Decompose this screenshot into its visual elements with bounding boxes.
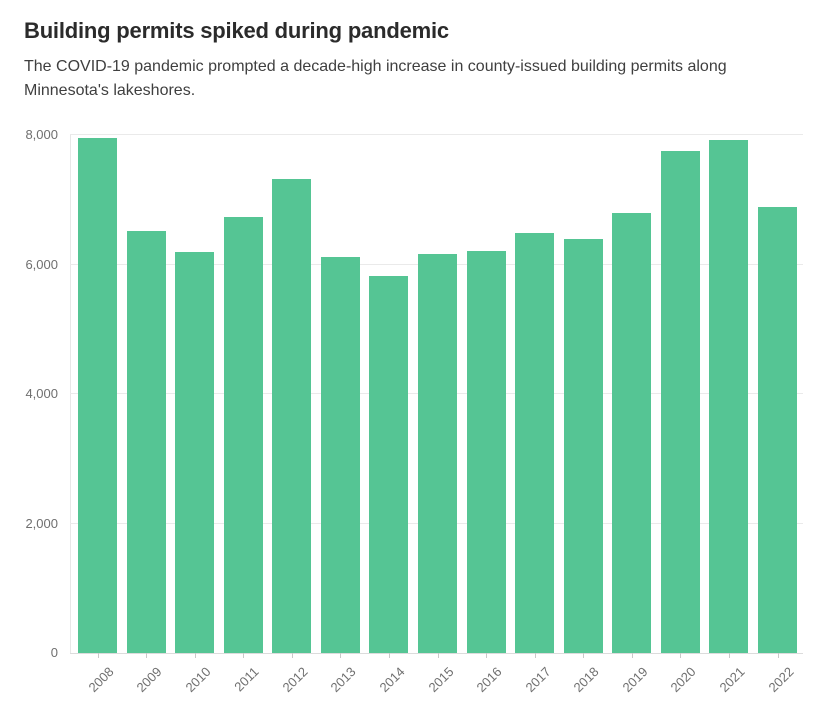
bar-2022 bbox=[758, 206, 797, 653]
x-tick-label-2021: 2021 bbox=[716, 664, 748, 696]
x-tick-label-2010: 2010 bbox=[182, 664, 214, 696]
bar-2011 bbox=[223, 216, 263, 653]
gridline-0 bbox=[70, 653, 803, 654]
x-tick-2009 bbox=[146, 653, 148, 658]
y-axis-line bbox=[70, 135, 71, 653]
chart-subtitle: The COVID-19 pandemic prompted a decade-… bbox=[24, 58, 727, 99]
x-tick-2013 bbox=[340, 653, 342, 658]
x-tick-label-2016: 2016 bbox=[473, 664, 505, 696]
x-tick-2008 bbox=[97, 653, 99, 658]
bar-2021 bbox=[709, 139, 749, 653]
gridline-8000 bbox=[70, 134, 803, 135]
x-tick-label-2017: 2017 bbox=[522, 664, 554, 696]
x-tick-2019 bbox=[631, 653, 633, 658]
bar-2014 bbox=[369, 276, 409, 653]
x-tick-label-2022: 2022 bbox=[765, 664, 797, 696]
bar-2013 bbox=[320, 257, 360, 653]
y-tick-label-8000: 8,000 bbox=[25, 127, 58, 142]
x-tick-2016 bbox=[486, 653, 488, 658]
bar-2010 bbox=[175, 252, 215, 653]
x-tick-2012 bbox=[291, 653, 293, 658]
bar-2012 bbox=[272, 179, 312, 653]
bar-2015 bbox=[418, 253, 457, 653]
bar-2020 bbox=[660, 151, 700, 653]
bar-2009 bbox=[126, 230, 166, 653]
y-tick-label-4000: 4,000 bbox=[25, 386, 58, 401]
y-tick-label-6000: 6,000 bbox=[25, 256, 58, 272]
x-tick-2017 bbox=[534, 653, 536, 658]
x-tick-2010 bbox=[194, 653, 196, 658]
bar-2017 bbox=[515, 233, 555, 653]
y-tick-label-2000: 2,000 bbox=[25, 515, 58, 531]
bar-2018 bbox=[563, 239, 603, 653]
x-tick-2021 bbox=[728, 653, 730, 658]
x-tick-label-2013: 2013 bbox=[327, 664, 359, 696]
x-tick-label-2019: 2019 bbox=[619, 664, 651, 696]
bar-2008 bbox=[78, 137, 117, 653]
x-tick-2015 bbox=[437, 653, 439, 658]
x-tick-label-2009: 2009 bbox=[133, 664, 165, 696]
x-tick-label-2008: 2008 bbox=[85, 664, 117, 696]
x-tick-label-2015: 2015 bbox=[425, 664, 457, 696]
x-tick-label-2020: 2020 bbox=[667, 664, 699, 696]
x-tick-2020 bbox=[680, 653, 682, 658]
plot-area: 0 2,000 4,000 6,000 8,000 2008 2009 2010 2011 201… bbox=[25, 127, 803, 695]
x-tick-2014 bbox=[388, 653, 390, 658]
bar-2019 bbox=[612, 213, 652, 653]
x-tick-label-2018: 2018 bbox=[570, 664, 602, 696]
y-tick-label-0: 0 bbox=[50, 645, 58, 660]
x-tick-label-2011: 2011 bbox=[231, 664, 262, 695]
x-tick-2018 bbox=[583, 653, 585, 658]
x-tick-label-2014: 2014 bbox=[376, 664, 408, 696]
x-tick-label-2012: 2012 bbox=[279, 664, 311, 696]
x-tick-2011 bbox=[243, 653, 245, 658]
bar-2016 bbox=[466, 250, 506, 653]
chart-title: Building permits spiked during pandemic bbox=[24, 18, 449, 43]
x-tick-2022 bbox=[777, 653, 779, 658]
